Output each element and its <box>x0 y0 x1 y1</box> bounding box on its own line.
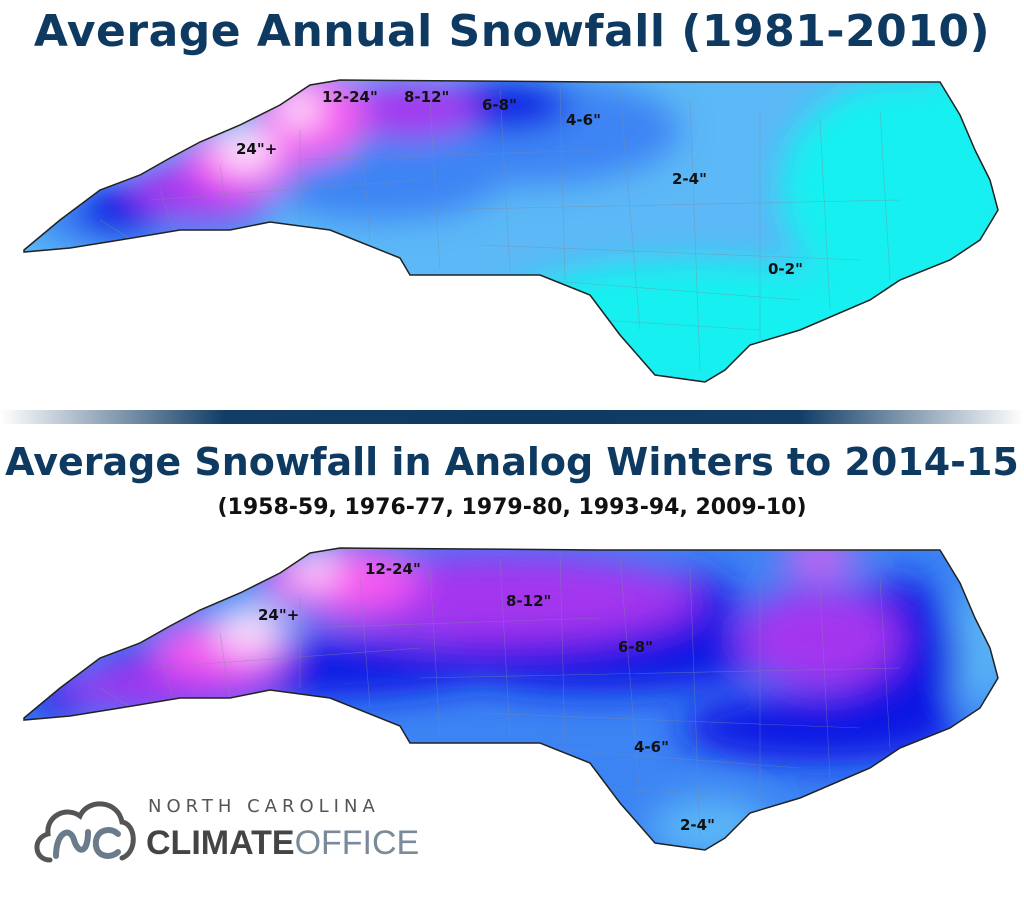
bottom-label-2-4: 2-4" <box>680 816 715 834</box>
bottom-label-6-8: 6-8" <box>618 638 653 656</box>
bottom-label-24-plus: 24"+ <box>258 606 299 624</box>
top-label-6-8: 6-8" <box>482 96 517 114</box>
climate-office-logo: NORTH CAROLINA CLIMATEOFFICE <box>30 788 419 878</box>
logo-text-office: OFFICE <box>294 824 420 862</box>
bottom-label-12-24: 12-24" <box>365 560 421 578</box>
top-snowfall-map: 12-24" 8-12" 6-8" 4-6" 24"+ 2-4" 0-2" <box>23 79 999 383</box>
bottom-snowfall-map: 12-24" 24"+ 8-12" 6-8" 4-6" 2-4" <box>23 547 999 851</box>
top-label-2-4: 2-4" <box>672 170 707 188</box>
top-label-12-24: 12-24" <box>322 88 378 106</box>
logo-text-north-carolina: NORTH CAROLINA <box>148 796 380 817</box>
top-label-8-12: 8-12" <box>404 88 449 106</box>
logo-text-climate: CLIMATE <box>146 824 295 862</box>
section-divider <box>0 410 1024 424</box>
top-label-24-plus: 24"+ <box>236 140 277 158</box>
bottom-map-subtitle: (1958-59, 1976-77, 1979-80, 1993-94, 200… <box>217 495 807 520</box>
cloud-nc-icon <box>34 801 136 863</box>
top-label-0-2: 0-2" <box>768 260 803 278</box>
logo-text-climate-office: CLIMATEOFFICE <box>146 824 419 863</box>
bottom-label-4-6: 4-6" <box>634 738 669 756</box>
bottom-map-title: Average Snowfall in Analog Winters to 20… <box>5 440 1019 484</box>
bottom-label-8-12: 8-12" <box>506 592 551 610</box>
top-map-title: Average Annual Snowfall (1981-2010) <box>33 6 991 57</box>
top-label-4-6: 4-6" <box>566 111 601 129</box>
